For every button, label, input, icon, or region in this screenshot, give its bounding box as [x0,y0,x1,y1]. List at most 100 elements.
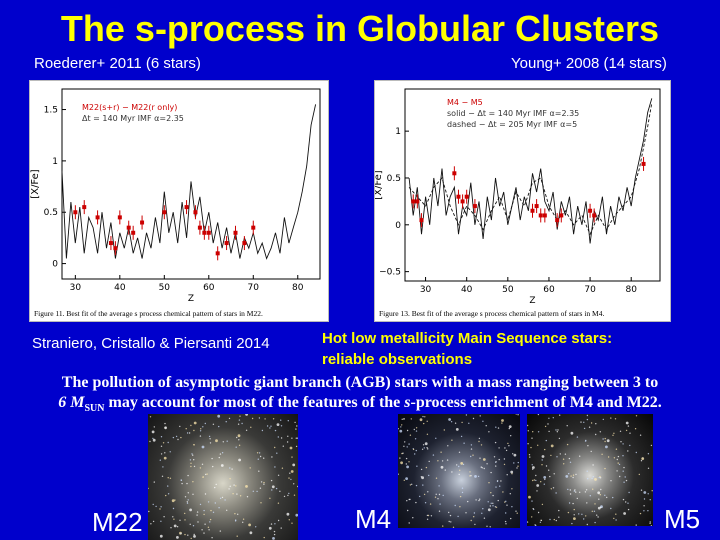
star [233,484,235,486]
star [148,487,149,490]
star [176,526,179,528]
star [245,485,248,488]
star [288,519,290,521]
star [174,499,176,501]
star [511,488,513,490]
star [589,495,591,497]
star [405,457,408,460]
star [256,490,258,493]
star [599,475,601,478]
star [414,438,417,440]
legend-entry: Δt = 140 Myr IMF α=2.35 [82,114,184,123]
star [173,524,177,528]
star [461,491,464,494]
observed-point [140,220,145,225]
star [459,506,461,508]
star [639,434,642,436]
star [610,507,612,510]
star [415,427,418,429]
star [172,507,175,510]
star [486,463,488,465]
star [228,417,231,420]
star [441,460,444,462]
star [189,459,192,461]
label-m4: M4 [355,504,392,534]
star [555,429,557,431]
star [151,430,155,434]
star [480,466,482,468]
star [192,481,194,483]
star [181,482,183,485]
star [537,431,540,433]
cluster-image-m22 [148,414,298,540]
star [193,429,195,432]
star [643,510,645,512]
star [236,436,238,439]
star [508,427,510,430]
star [604,437,606,440]
model-line [61,104,317,260]
star [537,414,540,416]
observed-point [113,246,118,251]
star [184,496,187,498]
star [263,536,265,539]
star [495,465,497,467]
plot-frame [61,88,321,280]
star [517,465,519,467]
star [567,511,570,514]
star [545,465,548,467]
star [201,463,204,465]
star [550,488,552,490]
star [237,513,239,515]
star [516,467,518,469]
star [164,452,166,454]
star [650,525,653,526]
star [498,458,500,461]
star [415,484,418,487]
pollution-line2-pre: 6 M [58,394,85,411]
star [205,473,207,476]
star [219,453,222,455]
star [259,455,262,458]
star [578,513,580,515]
star [649,499,651,501]
star [192,454,194,456]
star [437,460,439,462]
star [287,494,289,497]
star [273,530,276,533]
star [277,519,280,522]
star [504,501,506,503]
star [604,467,606,470]
star [587,478,589,480]
star [497,427,500,429]
star [212,423,215,425]
star [552,417,554,419]
star [515,510,517,512]
y-tick-label: 1 [52,157,58,167]
star [469,475,471,477]
star [482,420,484,422]
star [571,522,573,525]
star [239,495,242,497]
star [527,424,529,427]
star [209,442,212,444]
star [529,456,531,458]
star [455,428,459,431]
star [415,430,418,432]
star [456,464,458,466]
star [487,501,489,503]
star [258,417,261,419]
star [535,479,537,482]
star [590,450,592,453]
star [208,529,210,531]
star [623,512,626,515]
star [619,430,622,432]
star [622,443,624,445]
star [196,511,199,513]
star [245,414,248,416]
star [234,513,236,515]
star [153,426,155,428]
star [635,524,637,526]
star [583,427,586,430]
star [465,512,467,514]
